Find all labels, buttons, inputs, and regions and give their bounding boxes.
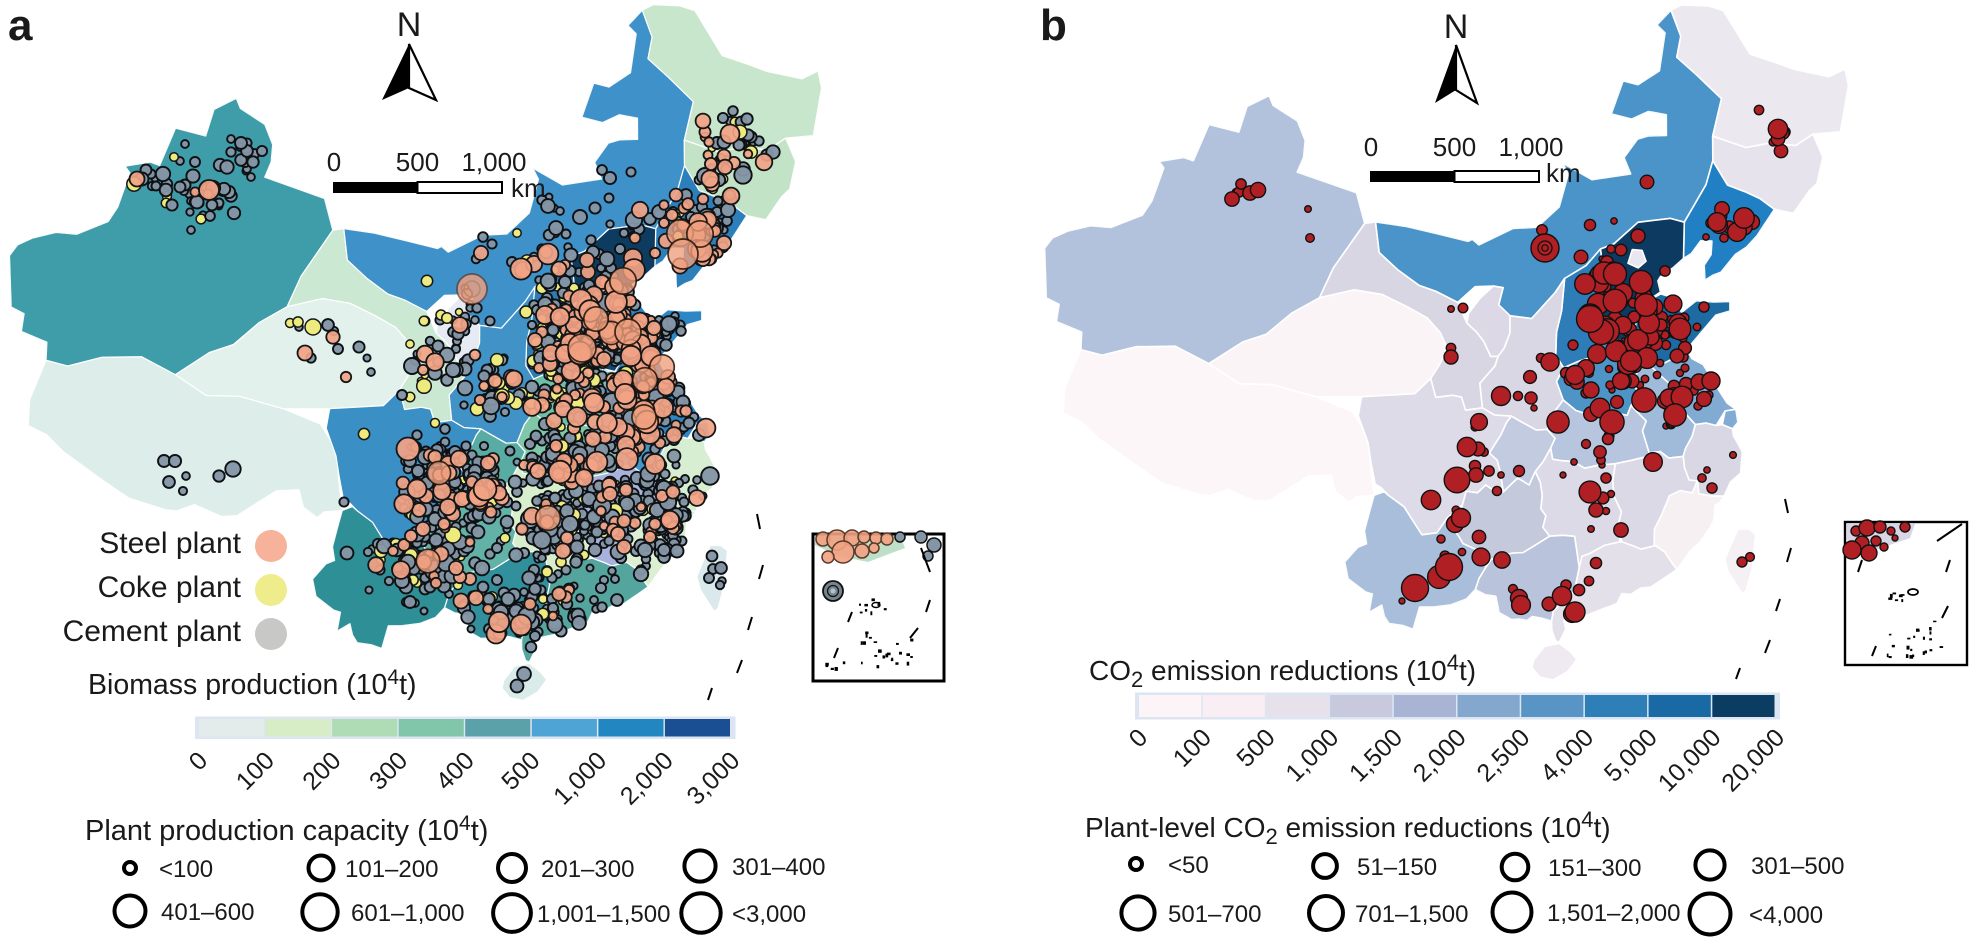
svg-text:N: N <box>397 6 422 44</box>
svg-text:500: 500 <box>396 147 439 177</box>
svg-text:<50: <50 <box>1168 852 1209 879</box>
svg-text:N: N <box>1444 8 1469 46</box>
svg-text:301–400: 301–400 <box>732 854 825 881</box>
svg-text:401–600: 401–600 <box>161 899 254 926</box>
svg-text:20,000: 20,000 <box>1716 723 1790 797</box>
svg-text:0: 0 <box>1124 723 1154 753</box>
svg-text:151–300: 151–300 <box>1548 855 1641 882</box>
svg-text:km: km <box>511 173 546 203</box>
svg-text:CO2 emission reductions (104t): CO2 emission reductions (104t) <box>1089 650 1476 692</box>
svg-text:51–150: 51–150 <box>1357 854 1437 881</box>
svg-text:400: 400 <box>431 746 480 795</box>
svg-text:Plant production capacity (104: Plant production capacity (104t) <box>85 812 488 847</box>
svg-text:200: 200 <box>297 746 346 795</box>
svg-text:Plant-level CO2 emission reduc: Plant-level CO2 emission reductions (104… <box>1085 807 1611 849</box>
svg-text:500: 500 <box>1231 723 1280 772</box>
svg-text:501–700: 501–700 <box>1168 901 1261 928</box>
svg-text:Coke plant: Coke plant <box>98 571 242 604</box>
svg-text:4,000: 4,000 <box>1535 723 1599 787</box>
svg-text:1,000: 1,000 <box>461 147 526 177</box>
svg-text:<4,000: <4,000 <box>1749 902 1823 929</box>
svg-text:Cement plant: Cement plant <box>63 615 242 648</box>
svg-text:<100: <100 <box>159 856 213 883</box>
svg-text:1,000: 1,000 <box>1280 723 1344 787</box>
svg-text:2,000: 2,000 <box>1408 723 1472 787</box>
svg-text:601–1,000: 601–1,000 <box>351 900 464 927</box>
svg-text:0: 0 <box>184 746 214 776</box>
svg-text:1,001–1,500: 1,001–1,500 <box>537 901 670 928</box>
svg-text:Steel plant: Steel plant <box>99 527 241 560</box>
svg-text:1,501–2,000: 1,501–2,000 <box>1547 900 1680 927</box>
svg-text:300: 300 <box>364 746 413 795</box>
svg-text:<3,000: <3,000 <box>732 901 806 928</box>
svg-text:2,500: 2,500 <box>1471 723 1535 787</box>
svg-text:100: 100 <box>231 746 280 795</box>
svg-text:a: a <box>8 1 33 50</box>
svg-text:500: 500 <box>496 746 545 795</box>
svg-text:701–1,500: 701–1,500 <box>1355 901 1468 928</box>
svg-text:500: 500 <box>1433 132 1476 162</box>
svg-text:201–300: 201–300 <box>541 856 634 883</box>
svg-text:3,000: 3,000 <box>681 746 745 810</box>
svg-text:1,000: 1,000 <box>1498 132 1563 162</box>
svg-text:2,000: 2,000 <box>615 746 679 810</box>
svg-text:km: km <box>1546 158 1581 188</box>
svg-text:b: b <box>1040 1 1067 50</box>
svg-text:10,000: 10,000 <box>1653 723 1727 797</box>
svg-text:100: 100 <box>1168 723 1217 772</box>
svg-text:0: 0 <box>1364 132 1378 162</box>
svg-text:101–200: 101–200 <box>345 856 438 883</box>
svg-text:301–500: 301–500 <box>1751 853 1844 880</box>
svg-text:Biomass production (104t): Biomass production (104t) <box>88 666 417 701</box>
svg-text:1,500: 1,500 <box>1344 723 1408 787</box>
svg-text:0: 0 <box>327 147 341 177</box>
svg-text:1,000: 1,000 <box>548 746 612 810</box>
